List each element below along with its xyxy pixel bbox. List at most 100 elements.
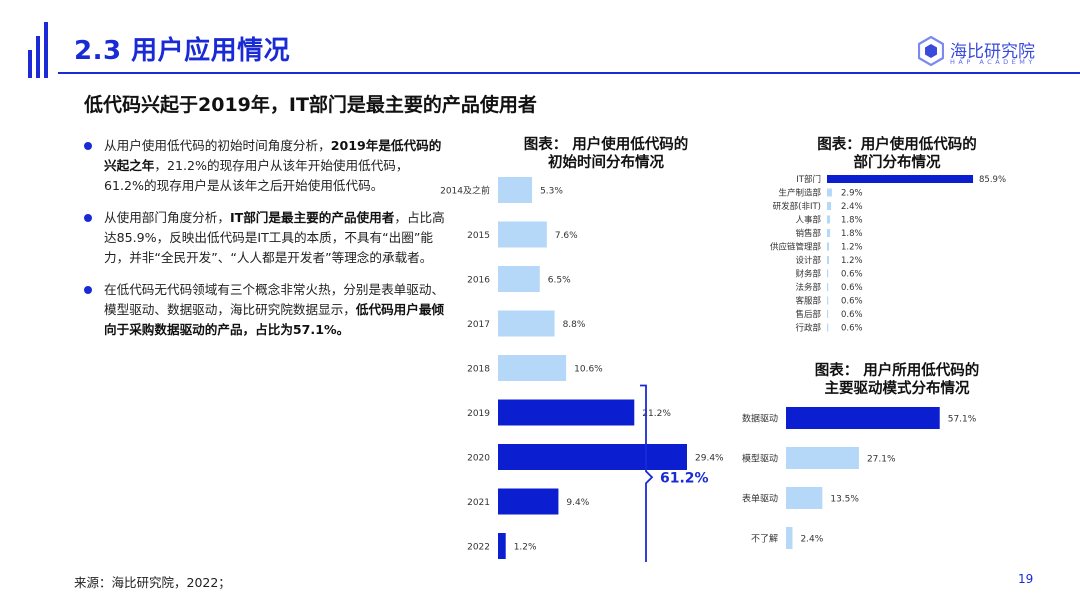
bar [498, 177, 533, 203]
data-label: 8.8% [563, 320, 586, 330]
data-label: 0.6% [841, 283, 863, 293]
bar [786, 407, 940, 429]
chart2-title: 图表：用户使用低代码的 部门分布情况 [817, 137, 977, 171]
y-tick-label: 2022 [467, 543, 490, 553]
y-tick-label: 客服部 [795, 296, 821, 307]
bullet-text: ，占比高达85.9%，反映出低代码是IT工具的本质，不具有“出圈”能力，并非“全… [104, 210, 445, 265]
bullet-text: IT部门是最主要的产品使用者 [229, 210, 395, 225]
bar [827, 269, 829, 278]
bracket-label: 61.2% [660, 470, 709, 486]
data-label: 27.1% [867, 455, 896, 465]
data-label: 5.3% [540, 187, 563, 197]
bar [498, 399, 635, 426]
y-tick-label: 设计部 [795, 255, 821, 266]
y-tick-label: 不了解 [751, 533, 778, 545]
data-label: 1.8% [841, 216, 863, 226]
data-label: 2.9% [841, 189, 863, 199]
bar [827, 202, 832, 210]
data-label: 6.5% [548, 276, 571, 286]
page-number: 19 [1018, 572, 1034, 586]
data-label: 0.6% [841, 310, 863, 320]
bullet-text: 从使用部门角度分析， [104, 210, 230, 225]
chart-drive-mode: 数据驱动 57.1% 模型驱动 27.1% 表单驱动 13.5% 不了解 2.4% [742, 407, 977, 549]
logo: 海比研究院 HAP ACADEMY [917, 35, 1058, 72]
y-tick-label: 2020 [467, 454, 490, 464]
bar [786, 447, 859, 469]
data-label: 10.6% [574, 365, 603, 375]
data-label: 57.1% [948, 415, 977, 425]
y-tick-label: 模型驱动 [742, 454, 778, 465]
logo-cube-icon [917, 35, 945, 67]
chart3-title: 图表： 用户所用低代码的 主要驱动模式分布情况 [814, 363, 980, 397]
bullet-text: 2019年是低代码的兴起之年 [104, 138, 442, 173]
data-label: 2.4% [800, 535, 823, 545]
logo-subtitle: HAP ACADEMY [950, 58, 1036, 66]
y-tick-label: 2019 [467, 409, 490, 419]
y-tick-label: 表单驱动 [742, 493, 778, 505]
bullet-list: 从用户使用低代码的初始时间角度分析，2019年是低代码的兴起之年，21.2%的现… [84, 136, 446, 352]
y-tick-label: 销售部 [795, 228, 821, 239]
data-label: 7.6% [555, 231, 578, 241]
data-label: 1.2% [841, 243, 863, 253]
bullet-item: 从使用部门角度分析，IT部门是最主要的产品使用者，占比高达85.9%，反映出低代… [84, 208, 446, 268]
data-label: 29.4% [695, 454, 724, 464]
bullet-dot-icon [84, 142, 92, 150]
bar [786, 487, 823, 509]
y-tick-label: 2021 [467, 498, 490, 508]
bullet-dot-icon [84, 214, 92, 222]
y-tick-label: 研发部(非IT) [773, 201, 821, 212]
y-tick-label: 2017 [467, 320, 490, 330]
bullet-item: 从用户使用低代码的初始时间角度分析，2019年是低代码的兴起之年，21.2%的现… [84, 136, 446, 196]
bullet-text: 低代码用户最倾向于采购数据驱动的产品，占比为57.1%。 [104, 302, 445, 337]
y-tick-label: 财务部 [795, 269, 821, 280]
bar [498, 488, 559, 515]
data-label: 85.9% [979, 175, 1006, 185]
header-decoration [28, 22, 48, 78]
y-tick-label: 行政部 [795, 323, 821, 334]
bar [498, 533, 506, 559]
chart1-title: 图表： 用户使用低代码的 初始时间分布情况 [523, 137, 689, 171]
data-label: 0.6% [841, 297, 863, 307]
bar [786, 527, 793, 549]
bar [498, 310, 555, 337]
bullet-text: 在低代码无代码领域有三个概念非常火热，分别是表单驱动、模型驱动、数据驱动，海比研… [104, 282, 445, 317]
bar [827, 256, 830, 264]
bullet-item: 在低代码无代码领域有三个概念非常火热，分别是表单驱动、模型驱动、数据驱动，海比研… [84, 280, 446, 340]
data-label: 21.2% [642, 409, 671, 419]
y-tick-label: 人事部 [795, 215, 821, 226]
bullet-text: ，21.2%的现存用户从该年开始使用低代码，61.2%的现存用户是从该年之后开始… [104, 158, 409, 193]
y-tick-label: 售后部 [795, 309, 821, 320]
title-divider [58, 72, 1080, 74]
bar [498, 355, 567, 381]
data-label: 1.2% [514, 543, 537, 553]
page-title: 2.3 用户应用情况 [74, 36, 291, 66]
bullet-text: 从用户使用低代码的初始时间角度分析， [104, 138, 331, 153]
y-tick-label: 法务部 [795, 282, 821, 293]
bar [498, 221, 547, 248]
bar [827, 188, 832, 197]
y-tick-label: 供应链管理部 [770, 242, 822, 253]
source-note: 来源：海比研究院，2022； [74, 575, 231, 590]
y-tick-label: 2015 [467, 231, 490, 241]
data-label: 0.6% [841, 270, 863, 280]
y-tick-label: 2016 [467, 276, 490, 286]
y-tick-label: 生产制造部 [778, 188, 821, 199]
chart-start-year: 2014及之前 5.3% 2015 7.6% 2016 6.5% 2017 8.8% 2018 1… [440, 177, 724, 562]
data-label: 1.8% [841, 229, 863, 239]
bullet-dot-icon [84, 286, 92, 294]
bracket [640, 384, 654, 562]
bar [498, 266, 540, 292]
data-label: 1.2% [841, 256, 863, 266]
data-label: 13.5% [830, 495, 859, 505]
data-label: 2.4% [841, 202, 863, 212]
y-tick-label: 2014及之前 [440, 185, 490, 197]
data-label: 0.6% [841, 324, 863, 334]
y-tick-label: 2018 [467, 365, 490, 375]
bar [827, 229, 831, 237]
bar [827, 323, 829, 332]
bar [827, 242, 830, 251]
data-label: 9.4% [566, 498, 589, 508]
logo-name: 海比研究院 [950, 42, 1035, 62]
y-tick-label: IT部门 [796, 174, 821, 185]
bar [498, 444, 687, 470]
